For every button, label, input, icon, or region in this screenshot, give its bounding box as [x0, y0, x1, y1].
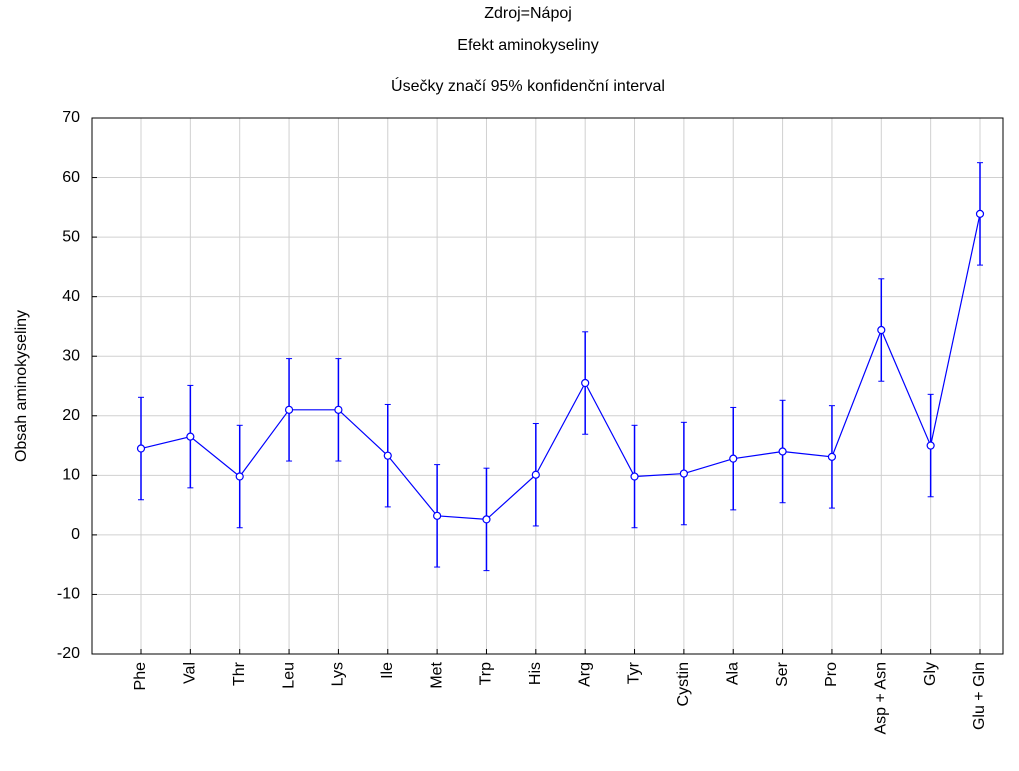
- point: [827, 452, 837, 461]
- point: [581, 378, 590, 388]
- y-tick-label: 40: [62, 288, 80, 305]
- chart-title: Zdroj=Nápoj: [484, 5, 572, 22]
- y-axis-label: Obsah aminokyseliny: [13, 310, 30, 462]
- point: [679, 469, 688, 478]
- x-tick-label: Tyr: [626, 661, 643, 684]
- x-tick-label: Cystin: [675, 662, 692, 706]
- x-tick-label: Trp: [478, 662, 495, 686]
- point: [433, 511, 442, 520]
- x-tick-label: Ala: [724, 662, 741, 685]
- point: [186, 432, 195, 441]
- x-tick-label: Val: [182, 662, 199, 684]
- point: [877, 325, 886, 335]
- y-tick-label: 10: [62, 467, 80, 484]
- x-tick-label: Arg: [576, 662, 593, 687]
- x-tick-label: Phe: [132, 662, 149, 691]
- x-tick-label: Asp + Asn: [873, 662, 890, 735]
- y-tick-label: 0: [71, 526, 80, 543]
- x-tick-label: Lys: [330, 662, 347, 686]
- point: [136, 444, 146, 453]
- chart-note: Úsečky značí 95% konfidenční interval: [391, 76, 665, 95]
- point: [383, 451, 392, 460]
- x-tick-label: Pro: [823, 662, 840, 687]
- chart-subtitle: Efekt aminokyseliny: [457, 37, 598, 54]
- y-tick-label: 70: [62, 109, 80, 126]
- x-tick-label: Ile: [379, 662, 396, 679]
- point: [630, 472, 639, 481]
- point: [284, 405, 294, 414]
- x-tick-label: Glu + Gln: [971, 662, 988, 730]
- point: [482, 515, 491, 524]
- x-tick-label: Leu: [280, 662, 297, 689]
- x-tick-label: His: [527, 662, 544, 685]
- y-tick-label: -20: [57, 645, 80, 662]
- x-tick-label: Ser: [774, 661, 791, 687]
- point: [235, 472, 244, 481]
- x-tick-label: Met: [428, 661, 445, 688]
- y-tick-label: 50: [62, 228, 80, 245]
- point: [531, 470, 540, 479]
- point: [778, 447, 787, 456]
- x-tick-label: Thr: [231, 661, 248, 686]
- plot-frame: [91, 117, 1004, 655]
- point: [334, 405, 343, 414]
- y-tick-label: -10: [57, 586, 80, 603]
- point: [975, 209, 985, 218]
- series-line: [140, 213, 981, 521]
- point: [926, 441, 935, 450]
- point: [729, 454, 738, 463]
- y-tick-label: 20: [62, 407, 80, 424]
- y-tick-label: 60: [62, 169, 80, 186]
- y-tick-label: 30: [62, 347, 80, 364]
- x-tick-label: Gly: [922, 662, 939, 686]
